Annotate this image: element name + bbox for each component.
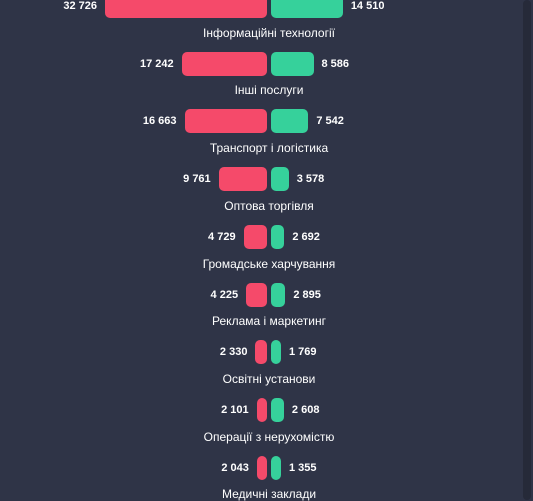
value-label-right: 14 510 [350, 0, 385, 12]
bar-right[interactable] [271, 109, 309, 134]
category-label: Транспорт і логістика [209, 141, 329, 156]
category-label: Реклама і маркетинг [212, 314, 326, 329]
bar-right[interactable] [271, 51, 314, 76]
value-label-left: 9 761 [183, 173, 211, 186]
value-label-right: 2 608 [291, 403, 320, 416]
bar-left[interactable] [184, 109, 267, 134]
value-label-left: 4 225 [210, 288, 239, 301]
category-label: Оптова торгівля [224, 198, 314, 213]
value-label-right: 7 542 [316, 115, 344, 128]
value-label-right: 1 355 [289, 461, 317, 474]
bar-left[interactable] [105, 0, 267, 18]
diverging-bar-chart: 32 726 14 510 Інформаційні технології 17 24… [63, 0, 385, 501]
value-label-right: 1 769 [289, 346, 317, 359]
value-label-left: 16 663 [142, 115, 177, 128]
bar-left[interactable] [256, 455, 267, 480]
bar-right[interactable] [271, 0, 343, 18]
category-label: Громадське харчування [202, 256, 336, 271]
bar-right[interactable] [271, 167, 289, 192]
value-label-left: 32 726 [63, 0, 97, 12]
category-label: Інші послуги [234, 83, 304, 98]
vertical-scrollbar[interactable] [521, 0, 533, 500]
value-label-left: 4 729 [208, 230, 236, 243]
bar-right[interactable] [271, 455, 281, 480]
bar-left[interactable] [255, 340, 267, 365]
bar-left[interactable] [243, 224, 267, 249]
bar-right[interactable] [271, 397, 284, 422]
value-label-right: 8 586 [321, 57, 350, 70]
bar-right[interactable] [271, 282, 286, 307]
bar-right[interactable] [271, 340, 281, 365]
value-label-left: 2 101 [221, 403, 249, 416]
scrollbar-thumb[interactable] [523, 0, 531, 500]
value-label-left: 2 330 [219, 346, 248, 359]
category-label: Освітні установи [222, 371, 316, 386]
category-label: Медичні заклади [221, 487, 317, 501]
bar-left[interactable] [246, 282, 267, 307]
bar-left[interactable] [218, 167, 267, 192]
value-label-right: 2 692 [292, 230, 320, 243]
value-label-right: 3 578 [296, 173, 325, 186]
value-label-right: 2 895 [293, 288, 321, 301]
bar-left[interactable] [256, 397, 267, 422]
bar-right[interactable] [271, 224, 285, 249]
value-label-left: 2 043 [221, 461, 249, 474]
bar-left[interactable] [181, 51, 267, 76]
category-label: Інформаційні технології [203, 25, 335, 40]
value-label-left: 17 242 [139, 57, 174, 70]
category-label: Операції з нерухомістю [203, 429, 335, 444]
